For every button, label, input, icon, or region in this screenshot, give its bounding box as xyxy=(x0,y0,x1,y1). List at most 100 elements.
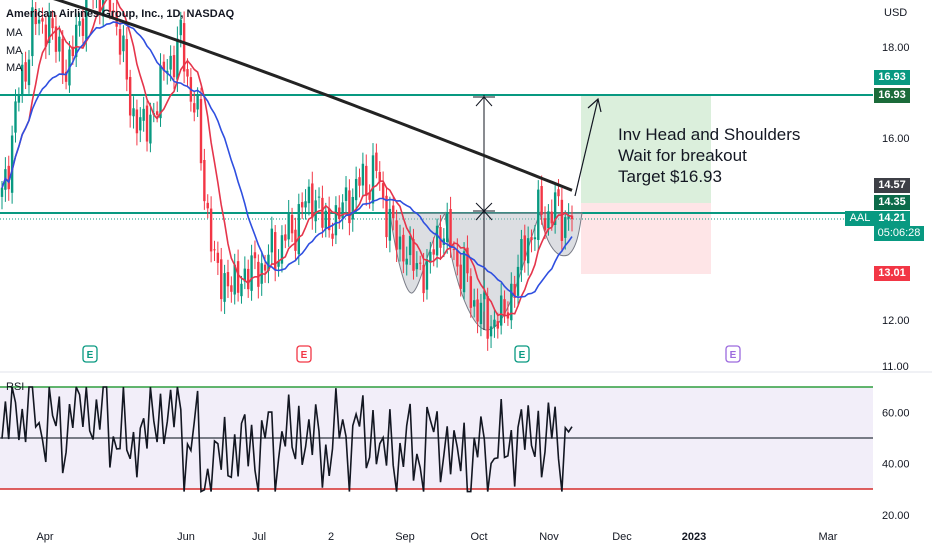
candle-body xyxy=(395,220,398,250)
candle-body xyxy=(297,204,301,255)
chart-title: American Airlines Group, Inc., 1D, NASDA… xyxy=(6,8,235,20)
candle-body xyxy=(186,69,189,77)
rsi-label[interactable]: RSI xyxy=(6,381,25,393)
rsi-tick-label: 60.00 xyxy=(882,408,910,420)
candle-body xyxy=(564,217,567,238)
time-axis[interactable]: Apr Jun Jul 2 Sep Oct Nov Dec 2023 Mar xyxy=(36,531,837,543)
candle-body xyxy=(311,183,314,218)
time-tick-label[interactable]: Nov xyxy=(539,531,559,543)
time-tick-label[interactable]: Mar xyxy=(819,531,838,543)
time-tick-label[interactable]: Apr xyxy=(36,531,53,543)
candle-body xyxy=(206,202,209,209)
earnings-marker-label: E xyxy=(519,350,526,361)
candle-body xyxy=(118,29,122,55)
earnings-marker-label: E xyxy=(87,350,94,361)
ma-label-2[interactable]: MA xyxy=(6,45,23,57)
earnings-marker[interactable] xyxy=(725,345,741,363)
candle-body xyxy=(449,209,452,247)
candle-body xyxy=(327,208,331,231)
candle-body xyxy=(0,187,4,197)
ma-label-3[interactable]: MA xyxy=(6,62,23,74)
bar-countdown: 05:06:28 xyxy=(874,226,924,241)
candle-body xyxy=(331,233,334,239)
candle-body xyxy=(21,64,24,96)
earnings-marker[interactable] xyxy=(82,345,98,363)
time-tick-label[interactable]: Jun xyxy=(177,531,195,543)
candle-body xyxy=(422,264,425,294)
candle-body xyxy=(365,165,368,196)
candle-body xyxy=(267,254,270,272)
candle-body xyxy=(17,94,21,103)
candle-body xyxy=(435,225,439,256)
candle-body xyxy=(10,135,14,193)
candle-body xyxy=(7,165,10,190)
candle-body xyxy=(321,197,324,228)
candle-body xyxy=(37,19,41,24)
candle-body xyxy=(425,259,429,290)
candle-body xyxy=(247,268,250,290)
candle-body xyxy=(226,272,230,287)
candle-body xyxy=(385,195,388,238)
candle-body xyxy=(179,19,182,36)
stop-badge: 13.01 xyxy=(874,266,910,281)
time-tick-label[interactable]: Sep xyxy=(395,531,415,543)
candle-body xyxy=(493,319,496,327)
candle-body xyxy=(429,251,432,263)
candle-body xyxy=(378,171,381,183)
price-tick-label: 12.00 xyxy=(882,315,910,327)
time-tick-label[interactable]: Dec xyxy=(612,531,632,543)
candle-body xyxy=(526,238,530,264)
annotation-line-1: Inv Head and Shoulders xyxy=(618,125,801,144)
earnings-marker[interactable] xyxy=(514,345,530,363)
candle-body xyxy=(408,236,412,256)
candle-body xyxy=(139,117,142,131)
time-tick-label[interactable]: 2 xyxy=(328,531,334,543)
pattern-annotation[interactable]: Inv Head and Shoulders Wait for breakout… xyxy=(618,124,800,187)
time-tick-label[interactable]: Jul xyxy=(252,531,266,543)
candle-body xyxy=(78,21,81,26)
candle-body xyxy=(51,18,54,29)
candle-body xyxy=(419,262,422,264)
candle-body xyxy=(44,24,48,47)
ma-label-1[interactable]: MA xyxy=(6,27,23,39)
time-tick-label[interactable]: Oct xyxy=(470,531,487,543)
symbol-badge[interactable]: AAL xyxy=(845,211,875,226)
candle-body xyxy=(354,178,358,201)
candle-body xyxy=(294,229,297,251)
candle-body xyxy=(496,321,499,329)
candle-body xyxy=(233,264,236,295)
candle-body xyxy=(162,61,166,71)
time-tick-label[interactable]: 2023 xyxy=(682,531,706,543)
candle-body xyxy=(452,248,456,251)
candle-body xyxy=(125,39,128,80)
stop-zone xyxy=(581,203,711,274)
candle-body xyxy=(287,212,290,240)
candle-body xyxy=(398,236,402,250)
candle-body xyxy=(483,292,486,300)
candle-body xyxy=(24,62,27,82)
inverse-head-shoulders-shape xyxy=(389,211,583,331)
candle-body xyxy=(317,196,321,198)
candle-body xyxy=(446,212,449,243)
price-candles xyxy=(0,0,574,351)
candle-body xyxy=(570,215,574,220)
candle-body xyxy=(499,295,503,326)
candle-body xyxy=(14,101,17,133)
candle-body xyxy=(61,38,64,76)
target-zone xyxy=(581,95,711,203)
candle-body xyxy=(402,234,405,262)
ma-slow-line xyxy=(53,0,573,192)
candle-body xyxy=(257,261,260,287)
candle-body xyxy=(341,202,344,219)
ma-fast-line xyxy=(1,0,573,317)
candle-body xyxy=(307,186,311,204)
candle-body xyxy=(476,299,479,322)
candle-body xyxy=(27,59,31,86)
candle-body xyxy=(462,251,466,293)
earnings-marker-label: E xyxy=(730,350,737,361)
earnings-marker[interactable] xyxy=(296,345,312,363)
rsi-axis: 60.00 40.00 20.00 xyxy=(882,408,910,523)
candle-body xyxy=(530,237,533,241)
